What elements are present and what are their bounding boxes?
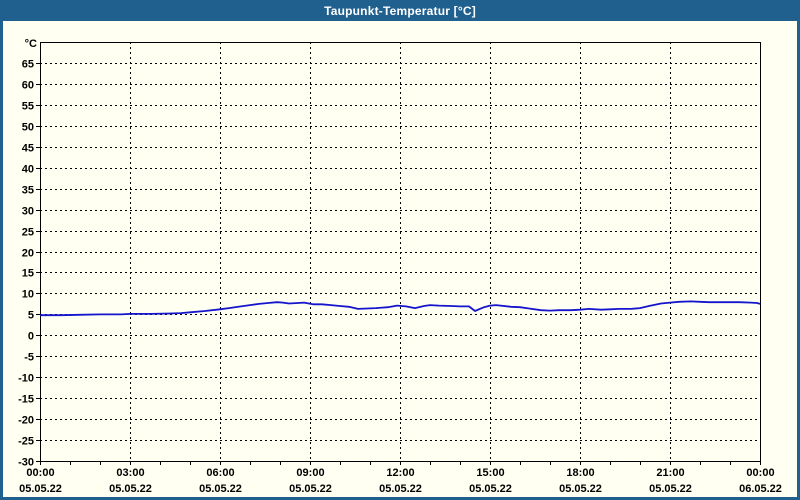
y-tick-label: 15 (22, 268, 34, 280)
y-tick-label: 10 (22, 289, 34, 301)
y-tick-label: 30 (22, 206, 34, 218)
x-tick-date-label: 05.05.22 (199, 483, 242, 495)
x-tick-time-label: 00:00 (26, 467, 54, 479)
x-tick-date-label: 06.05.22 (739, 483, 782, 495)
plot-border (40, 42, 761, 462)
x-tick-date-label: 05.05.22 (289, 483, 332, 495)
y-tick-label: -25 (18, 436, 34, 448)
x-tick-time-label: 18:00 (566, 467, 594, 479)
x-tick-date-label: 05.05.22 (19, 483, 62, 495)
x-tick-time-label: 12:00 (386, 467, 414, 479)
x-gridlines: 00:00 05.05.22 03:00 05.05.22 06:00 05.05.22 0… (19, 42, 782, 495)
y-tick-label: -5 (24, 352, 34, 364)
x-tick-time-label: 06:00 (206, 467, 234, 479)
y-tick-label: 20 (22, 248, 34, 260)
y-tick-label: 50 (22, 122, 34, 134)
y-axis-unit-label: °C (25, 38, 37, 50)
y-tick-label: 5 (28, 310, 34, 322)
y-tick-label: 35 (22, 185, 34, 197)
window-title-bar: Taupunkt-Temperatur [°C] (0, 0, 800, 21)
dewpoint-temperature-chart: -30 -25 -20 -15 -10 -5 0 5 10 15 20 25 30 35 40 45 50 55 6… (18, 38, 782, 495)
y-tick-label: 55 (22, 101, 34, 113)
y-tick-label: 60 (22, 80, 34, 92)
y-tick-label: -15 (18, 394, 34, 406)
x-tick-date-label: 05.05.22 (559, 483, 602, 495)
y-tick-label: 65 (22, 59, 34, 71)
y-tick-label: 45 (22, 143, 34, 155)
y-gridlines: -30 -25 -20 -15 -10 -5 0 5 10 15 20 25 30 35 40 45 50 55 6… (18, 59, 760, 469)
x-tick-time-label: 03:00 (116, 467, 144, 479)
x-tick-date-label: 05.05.22 (469, 483, 512, 495)
y-tick-label: -20 (18, 415, 34, 427)
window-title: Taupunkt-Temperatur [°C] (324, 3, 476, 18)
x-tick-time-label: 00:00 (746, 467, 774, 479)
x-tick-time-label: 21:00 (656, 467, 684, 479)
x-tick-time-label: 09:00 (296, 467, 324, 479)
x-tick-date-label: 05.05.22 (379, 483, 422, 495)
y-tick-label: 40 (22, 164, 34, 176)
y-tick-label: 0 (28, 331, 34, 343)
x-tick-time-label: 15:00 (476, 467, 504, 479)
y-tick-label: -10 (18, 373, 34, 385)
x-tick-date-label: 05.05.22 (649, 483, 692, 495)
y-tick-label: -30 (18, 457, 34, 469)
y-tick-label: 25 (22, 227, 34, 239)
x-tick-date-label: 05.05.22 (109, 483, 152, 495)
chart-panel: -30 -25 -20 -15 -10 -5 0 5 10 15 20 25 30 35 40 45 50 55 6… (3, 21, 797, 497)
series-line (40, 300, 761, 317)
